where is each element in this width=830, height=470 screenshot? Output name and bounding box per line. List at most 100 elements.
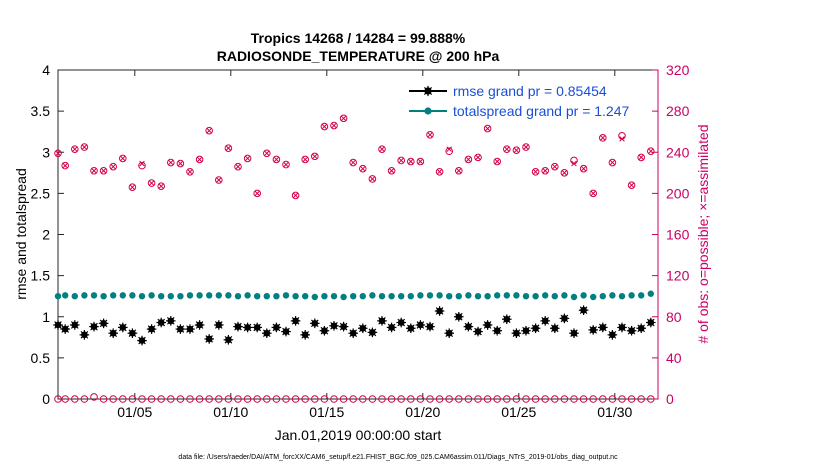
series-obs-rejected-point <box>397 395 406 403</box>
series-rmse-grand-point <box>290 316 301 326</box>
series-totalspread-grand-point <box>282 292 290 299</box>
series-rmse-grand-point <box>204 334 214 344</box>
series-rmse-grand-point-ray <box>138 336 146 345</box>
series-obs-assimilated-point-stroke <box>55 150 61 157</box>
series-obs-assimilated-point-stroke <box>398 157 404 164</box>
series-obs-assimilated-point <box>312 153 318 160</box>
right-tick-label: 80 <box>666 309 682 325</box>
series-obs-rejected-point <box>608 395 617 403</box>
series-rmse-grand-point-ray <box>435 307 444 315</box>
series-obs-assimilated-point <box>100 168 107 174</box>
series-obs-assimilated-point-stroke <box>91 168 97 174</box>
series-obs-assimilated-point <box>379 146 385 152</box>
series-rmse-grand-point <box>262 328 272 338</box>
series-obs-rejected-point <box>503 395 511 403</box>
series-obs-assimilated-point <box>187 169 193 175</box>
series-obs-assimilated-point-stroke <box>484 125 491 132</box>
series-obs-rejected-point <box>138 395 146 403</box>
series-obs-rejected-point <box>551 395 559 403</box>
series-obs-possible-point <box>407 157 415 166</box>
series-obs-possible-point <box>445 147 454 156</box>
series-rmse-grand-point <box>511 328 522 338</box>
series-rmse-grand-point-ray <box>176 325 185 333</box>
legend-marker-totalspread <box>424 107 432 115</box>
series-totalspread-grand-point <box>340 293 347 301</box>
series-obs-assimilated-point-stroke <box>81 144 88 150</box>
left-tick-label: 4 <box>42 62 50 78</box>
series-rmse-grand-point-ray <box>387 323 396 332</box>
left-tick-label: 1 <box>42 309 50 325</box>
series-rmse-grand-point <box>118 322 128 333</box>
series-obs-rejected-point <box>90 393 98 401</box>
series-totalspread-grand-point <box>186 292 194 299</box>
right-tick-label: 320 <box>666 62 690 78</box>
series-obs-possible-point <box>195 155 204 164</box>
right-tick-label: 240 <box>666 144 690 160</box>
series-obs-rejected-point <box>349 395 358 403</box>
series-rmse-grand-point-ray <box>598 323 607 332</box>
series-obs-assimilated-point <box>55 150 61 157</box>
series-rmse-grand-point <box>377 316 387 326</box>
series-obs-rejected-point <box>186 395 194 403</box>
y-axis-label-left: rmse and totalspread <box>13 168 29 300</box>
series-obs-rejected-point <box>541 395 550 403</box>
series-obs-possible-point <box>359 164 367 173</box>
series-obs-assimilated-point <box>532 169 539 175</box>
series-obs-assimilated-point-stroke <box>340 115 347 122</box>
series-obs-possible-point <box>551 162 559 171</box>
series-rmse-grand-point <box>242 322 253 333</box>
series-obs-possible-point <box>282 160 290 169</box>
series-rmse-grand-point <box>223 334 234 345</box>
left-tick-label: 0.5 <box>31 350 51 366</box>
series-obs-assimilated-point-stroke <box>388 168 395 174</box>
series-obs-possible-point <box>330 121 338 130</box>
series-rmse-grand-point <box>454 311 464 322</box>
series-obs-rejected-point <box>464 395 473 403</box>
series-rmse-grand-point <box>473 326 483 337</box>
series-obs-assimilated-point-stroke <box>552 163 558 170</box>
series-totalspread-grand-point <box>110 292 117 299</box>
series-rmse-grand-point-ray <box>118 323 127 332</box>
series-obs-possible-point <box>157 182 165 190</box>
x-tick-label: 01/10 <box>213 404 248 420</box>
x-tick-label: 01/15 <box>309 404 344 420</box>
series-obs-possible-point <box>61 161 69 170</box>
series-rmse-grand-point-ray <box>531 324 540 333</box>
series-obs-assimilated-point-stroke <box>417 158 424 165</box>
series-rmse-grand-point <box>166 316 176 326</box>
series-obs-possible-point <box>637 153 646 162</box>
series-obs-possible-point <box>416 157 425 166</box>
series-obs-possible-point <box>234 162 242 171</box>
series-totalspread-grand-point <box>628 292 635 299</box>
series-totalspread-grand-point <box>254 292 261 300</box>
series-rmse-grand-point <box>252 322 262 333</box>
series-obs-assimilated-point-stroke <box>187 169 193 175</box>
legend-marker-rmse-ray <box>423 86 433 96</box>
legend-label: rmse grand pr = 0.85454 <box>453 83 607 99</box>
series-obs-possible-point <box>464 155 473 164</box>
series-rmse-grand-point-ray <box>416 321 425 329</box>
series-rmse-grand-point-ray <box>589 326 598 334</box>
series-obs-assimilated-point-stroke <box>571 160 577 167</box>
series-rmse-grand-point <box>137 335 147 346</box>
series-obs-assimilated-point <box>398 157 404 164</box>
series-rmse-grand-point-ray <box>464 322 473 331</box>
series-obs-assimilated-point-stroke <box>475 154 481 161</box>
series-obs-rejected-point <box>119 395 127 403</box>
series-rmse-grand-point-ray <box>195 321 204 329</box>
left-tick-label: 2.5 <box>31 185 51 201</box>
series-totalspread-grand-point <box>599 292 606 300</box>
series-obs-assimilated-point <box>609 159 616 166</box>
chart-title-line2: RADIOSONDE_TEMPERATURE @ 200 hPa <box>217 48 500 64</box>
series-obs-rejected-point <box>147 395 156 403</box>
series-obs-assimilated-point <box>388 168 395 174</box>
series-obs-possible-point <box>320 122 329 131</box>
series-obs-assimilated-point-stroke <box>427 132 433 138</box>
series-obs-assimilated-point-stroke <box>321 123 328 130</box>
series-obs-assimilated-point <box>235 163 241 170</box>
legend-marker-rmse <box>422 85 434 97</box>
series-totalspread-grand-point <box>138 292 146 300</box>
series-rmse-grand-point-ray <box>224 335 233 344</box>
series-obs-assimilated-point-stroke <box>523 144 529 150</box>
